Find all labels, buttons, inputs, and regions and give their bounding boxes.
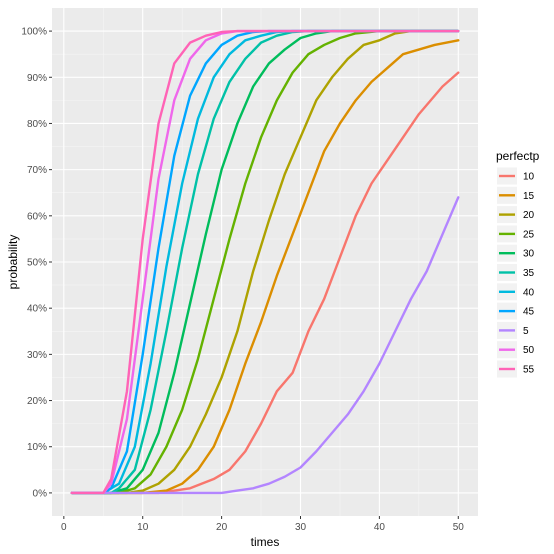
x-tick-label: 30 <box>295 522 307 533</box>
y-tick-label: 30% <box>27 350 47 361</box>
legend-item: 15 <box>497 186 535 204</box>
legend-label: 5 <box>523 326 529 337</box>
series-line-40 <box>70 29 460 495</box>
x-tick-label: 20 <box>216 522 228 533</box>
legend-item: 35 <box>497 264 535 281</box>
x-tick-label: 10 <box>137 522 149 533</box>
x-axis-ticks: 0 10 20 30 40 50 <box>61 516 464 533</box>
y-tick-label: 70% <box>27 165 47 176</box>
series-line-20 <box>70 29 460 495</box>
series-line-10 <box>70 71 460 495</box>
legend-label: 40 <box>523 287 535 298</box>
legend-label: 45 <box>523 307 535 318</box>
series-line-55 <box>70 29 460 495</box>
legend-item: 10 <box>497 167 535 185</box>
series-line-45 <box>70 29 460 495</box>
legend-item: 20 <box>497 206 535 224</box>
legend-label: 10 <box>523 172 535 183</box>
series-line-15 <box>70 39 460 495</box>
series-line-35 <box>70 29 460 495</box>
legend-item: 55 <box>497 360 535 378</box>
legend-label: 20 <box>523 210 535 221</box>
legend: perfectp 10 15 20 25 30 35 40 45 5 50 55 <box>496 149 540 378</box>
x-tick-label: 50 <box>453 522 465 533</box>
legend-item: 40 <box>497 283 535 301</box>
y-tick-label: 50% <box>27 258 47 269</box>
legend-label: 35 <box>523 268 535 279</box>
y-tick-label: 40% <box>27 304 47 315</box>
legend-items: 10 15 20 25 30 35 40 45 5 50 55 <box>497 167 535 378</box>
legend-label: 15 <box>523 191 535 202</box>
series-line-30 <box>70 29 460 495</box>
legend-label: 50 <box>523 345 535 356</box>
legend-label: 55 <box>523 365 535 376</box>
y-tick-label: 10% <box>27 442 47 453</box>
y-tick-label: 0% <box>33 488 48 499</box>
legend-title: perfectp <box>496 149 540 163</box>
series-lines <box>70 29 460 495</box>
x-tick-label: 0 <box>61 522 67 533</box>
y-tick-label: 90% <box>27 73 47 84</box>
y-axis-ticks: 0% 10% 20% 30% 40% 50% 60% 70% 80% 90% 100% <box>21 27 52 499</box>
y-tick-label: 80% <box>27 119 47 130</box>
series-line-25 <box>70 29 460 495</box>
x-tick-label: 40 <box>374 522 386 533</box>
y-tick-label: 60% <box>27 211 47 222</box>
x-axis-title: times <box>251 535 280 549</box>
y-tick-label: 100% <box>21 27 47 38</box>
legend-item: 30 <box>497 244 535 262</box>
legend-item: 25 <box>497 225 535 243</box>
series-line-5 <box>70 196 460 495</box>
legend-item: 45 <box>497 302 535 320</box>
legend-item: 50 <box>497 341 535 359</box>
legend-item: 5 <box>497 321 529 339</box>
legend-label: 25 <box>523 229 535 240</box>
legend-label: 30 <box>523 249 535 260</box>
y-axis-title: probability <box>6 235 20 290</box>
y-tick-label: 20% <box>27 396 47 407</box>
